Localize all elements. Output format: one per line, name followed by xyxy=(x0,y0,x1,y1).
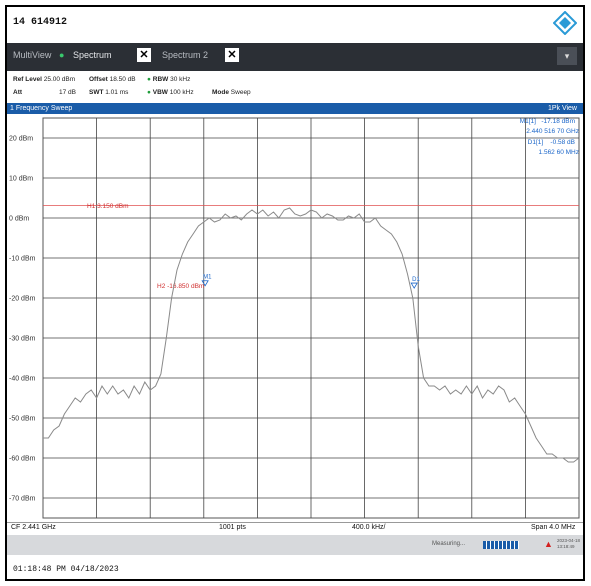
spectrum-trace xyxy=(43,207,580,463)
h1-label: H1 3.150 dBm xyxy=(87,203,129,210)
y-tick-label: -50 dBm xyxy=(9,416,36,423)
bottom-status-bar: Measuring... ▲ 2023-04-18 13:18:49 xyxy=(7,535,583,555)
d1-readout: D1[1] -0.58 dB xyxy=(528,139,575,146)
spectrum-plot[interactable]: 20 dBm 10 dBm 0 dBm -10 dBm -20 dBm -30 dBm -4… xyxy=(7,114,583,522)
vbw-coupled-icon: ● xyxy=(147,89,151,96)
marker-m1-label: M1 xyxy=(203,275,212,281)
h2-label: H2 -16.850 dBm xyxy=(157,283,204,290)
y-tick-label: -40 dBm xyxy=(9,376,36,383)
rbw-label: RBW xyxy=(152,76,169,83)
vbw-label: VBW xyxy=(152,89,168,96)
close-spectrum-2-tab-icon[interactable]: ✕ xyxy=(225,48,239,62)
y-tick-label: 10 dBm xyxy=(9,176,33,183)
att-label: Att xyxy=(13,89,23,96)
rbw-value[interactable]: 30 kHz xyxy=(170,76,191,83)
parameter-bar: Ref Level 25.00 dBm Offset 18.50 dB ● RB… xyxy=(7,71,583,103)
tab-spectrum-indicator: ● xyxy=(59,50,65,60)
rbw-coupled-icon: ● xyxy=(147,76,151,83)
frequency-per-division: 400.0 kHz/ xyxy=(352,524,386,531)
center-frequency[interactable]: CF 2.441 GHz xyxy=(11,524,56,531)
y-tick-label: 0 dBm xyxy=(9,216,29,223)
span-value[interactable]: Span 4.0 MHz xyxy=(531,524,576,531)
rohde-schwarz-logo-icon xyxy=(553,11,577,35)
marker-d1-label: D1 xyxy=(412,277,420,283)
mode-value[interactable]: Sweep xyxy=(230,89,251,96)
marker-d1 xyxy=(410,282,418,289)
y-tick-label: -70 dBm xyxy=(9,496,36,503)
measuring-progress-bar xyxy=(483,541,519,549)
swt-value[interactable]: 1.01 ms xyxy=(105,89,129,96)
swt-label: SWT xyxy=(89,89,104,96)
screenshot-timestamp: 01:18:48 PM 04/18/2023 xyxy=(13,565,119,574)
d1-frequency: 1.562 60 MHz xyxy=(538,149,579,156)
y-tick-label: -20 dBm xyxy=(9,296,36,303)
y-tick-label: 20 dBm xyxy=(9,136,33,143)
bottom-date: 2023-04-18 xyxy=(557,538,581,543)
bottom-time: 13:18:49 xyxy=(557,544,575,549)
analyzer-window: 14 614912 MultiView ● Spectrum ✕ Spectru… xyxy=(5,5,585,581)
bottom-datetime: 2023-04-18 13:18:49 xyxy=(557,538,580,550)
marker-m1 xyxy=(201,280,209,287)
m1-readout: M1[1] -17.18 dBm xyxy=(520,118,575,125)
m1-level: -17.18 dBm xyxy=(541,118,575,125)
close-spectrum-tab-icon[interactable]: ✕ xyxy=(137,48,151,62)
offset-value[interactable]: 18.50 dB xyxy=(109,76,136,83)
tab-menu-icon[interactable]: ▾ xyxy=(557,47,577,65)
tab-bar: MultiView ● Spectrum ✕ Spectrum 2 ✕ ▾ xyxy=(7,43,583,71)
mode-label: Mode xyxy=(212,89,229,96)
ref-level-label: Ref Level xyxy=(13,76,42,83)
d1-level: -0.58 dB xyxy=(550,139,575,146)
instrument-id: 14 614912 xyxy=(13,17,68,28)
sweep-header: 1 Frequency Sweep 1Pk View xyxy=(7,103,583,114)
tab-spectrum-2[interactable]: Spectrum 2 xyxy=(162,50,209,60)
title-bar: 14 614912 xyxy=(7,7,583,43)
status-line: CF 2.441 GHz 1001 pts 400.0 kHz/ Span 4.… xyxy=(7,522,583,534)
offset-label: Offset xyxy=(89,76,108,83)
m1-label: M1[1] xyxy=(519,118,536,125)
sweep-points: 1001 pts xyxy=(219,524,246,531)
warning-icon[interactable]: ▲ xyxy=(544,539,553,549)
tab-spectrum[interactable]: Spectrum xyxy=(73,50,112,60)
y-tick-label: -60 dBm xyxy=(9,456,36,463)
y-tick-label: -30 dBm xyxy=(9,336,36,343)
spectrum-chart[interactable]: 20 dBm 10 dBm 0 dBm -10 dBm -20 dBm -30 dBm -4… xyxy=(7,114,583,522)
m1-frequency: 2.440 516 70 GHz xyxy=(526,128,579,135)
sweep-title: 1 Frequency Sweep xyxy=(10,105,73,112)
y-tick-label: -10 dBm xyxy=(9,256,36,263)
tab-multiview[interactable]: MultiView xyxy=(13,50,52,60)
d1-label: D1[1] xyxy=(527,139,544,146)
measuring-status: Measuring... xyxy=(432,541,466,547)
vbw-value[interactable]: 100 kHz xyxy=(169,89,194,96)
att-value[interactable]: 17 dB xyxy=(59,89,76,96)
trace-view-label: 1Pk View xyxy=(547,105,577,112)
ref-level-value[interactable]: 25.00 dBm xyxy=(43,76,76,83)
